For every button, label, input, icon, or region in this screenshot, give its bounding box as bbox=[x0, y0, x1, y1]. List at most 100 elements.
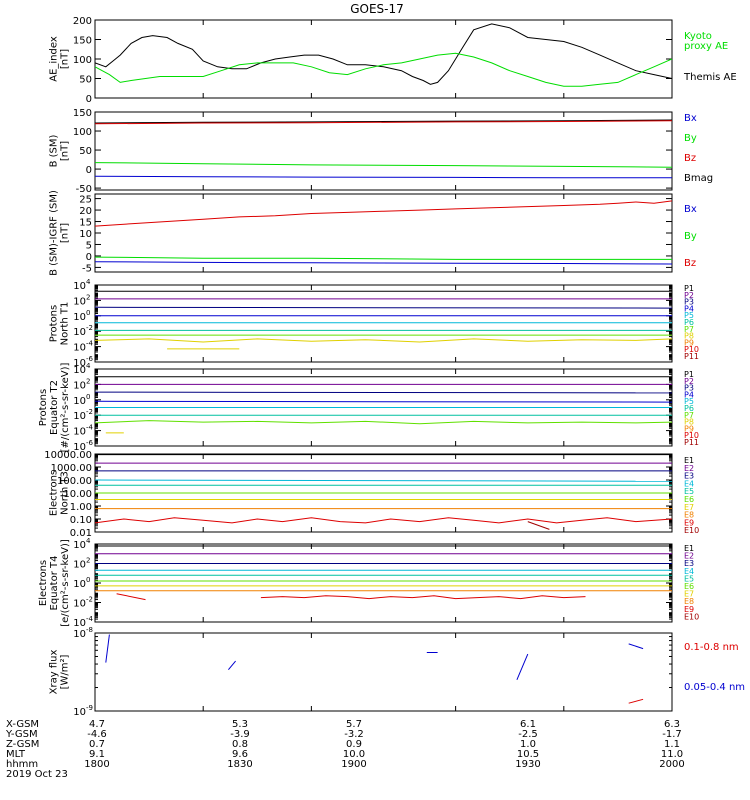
y-tick-label: 150 bbox=[73, 108, 92, 119]
series-line-0-05-0-4-nm bbox=[105, 634, 110, 663]
y-tick-label: 0 bbox=[86, 94, 92, 105]
x-row-value: -4.6 bbox=[87, 729, 107, 740]
y-tick-exponent: -2 bbox=[86, 324, 93, 332]
panel-b-sm: -50 0 50 100 150 B (SM) [nT] Bx By Bz Bmag bbox=[49, 108, 714, 195]
x-row-value: 2000 bbox=[659, 759, 684, 770]
y-tick-label: 10 bbox=[73, 343, 86, 354]
y-tick-label: 200 bbox=[73, 16, 92, 27]
y-axis-label-line: Protons bbox=[38, 389, 49, 426]
y-tick-label: -5 bbox=[82, 263, 92, 274]
legend-label: E9 bbox=[684, 605, 694, 614]
y-tick-exponent: 4 bbox=[86, 362, 91, 370]
x-row-label: Y-GSM bbox=[5, 729, 38, 740]
y-tick-label: 10 bbox=[73, 540, 86, 551]
x-row-value: 10.0 bbox=[343, 749, 365, 760]
y-axis-label: Protons Equator T2 [#/(cm²-s-sr-keV)] bbox=[38, 363, 71, 453]
y-axis-label-line: Protons bbox=[49, 305, 60, 342]
series-line-e10 bbox=[527, 521, 550, 530]
y-tick-exponent: 4 bbox=[86, 278, 91, 286]
y-tick-label: 10 bbox=[73, 411, 86, 422]
y-tick-label: 10 bbox=[73, 427, 86, 438]
y-axis-label-line: [nT] bbox=[60, 223, 71, 243]
y-axis-label-line: [nT] bbox=[60, 141, 71, 161]
series-line-p8 bbox=[95, 338, 672, 343]
panel-frame bbox=[94, 111, 673, 191]
y-tick-label: 50 bbox=[79, 146, 92, 157]
y-tick-label: 10 bbox=[73, 365, 86, 376]
legend-label: P4 bbox=[684, 304, 694, 313]
legend-label: E7 bbox=[684, 590, 694, 599]
legend-label: E6 bbox=[684, 495, 694, 504]
y-tick-label: 10 bbox=[73, 618, 86, 629]
x-row-value: 1900 bbox=[341, 759, 366, 770]
series-line-e10 bbox=[116, 593, 146, 601]
legend-label: P10 bbox=[684, 431, 699, 440]
y-tick-label: 0.01 bbox=[70, 528, 92, 539]
series-line-kyoto-proxy-ae bbox=[95, 52, 672, 87]
y-tick-exponent: 0 bbox=[86, 393, 90, 401]
series-group bbox=[95, 23, 672, 87]
y-tick-label: 10 bbox=[73, 281, 86, 292]
x-row-value: 1800 bbox=[84, 759, 109, 770]
y-tick-label: 10 bbox=[73, 396, 86, 407]
x-row-value: 1.1 bbox=[664, 739, 680, 750]
y-axis-label-line: B (SM)-IGRF (SM) bbox=[49, 190, 60, 276]
y-tick-label: 10 bbox=[73, 579, 86, 590]
legend-label: P7 bbox=[684, 325, 694, 334]
x-row-value: 1930 bbox=[515, 759, 540, 770]
legend-label: P11 bbox=[684, 438, 699, 447]
y-tick-label: 150 bbox=[73, 36, 92, 47]
legend-label: By bbox=[684, 231, 697, 242]
y-tick-exponent: -6 bbox=[86, 439, 94, 447]
series-group bbox=[105, 634, 644, 704]
legend-label: 0.1-0.8 nm bbox=[684, 642, 739, 653]
y-tick-exponent: 2 bbox=[86, 293, 90, 301]
y-tick-label: 10 bbox=[73, 380, 86, 391]
legend-label: Bx bbox=[684, 204, 697, 215]
legend-label: P8 bbox=[684, 332, 694, 341]
series-line-p3 bbox=[95, 306, 672, 309]
legend-label: P2 bbox=[684, 377, 694, 386]
legend-label: E5 bbox=[684, 487, 694, 496]
x-row-value: 9.6 bbox=[232, 749, 248, 760]
x-row-value: 9.1 bbox=[89, 749, 105, 760]
panel-frame bbox=[94, 543, 673, 623]
y-axis-label-line: North T3 bbox=[60, 471, 71, 515]
legend-label: E2 bbox=[684, 552, 694, 561]
x-row-label: Z-GSM bbox=[6, 739, 39, 750]
legend-label: proxy AE bbox=[684, 41, 728, 52]
series-line-bmag bbox=[95, 119, 672, 124]
legend-label: E7 bbox=[684, 503, 694, 512]
y-tick-label: 1.00 bbox=[70, 502, 92, 513]
y-tick-label: 100 bbox=[73, 127, 92, 138]
legend-label: E10 bbox=[684, 612, 699, 621]
x-row-value: 10.5 bbox=[517, 749, 539, 760]
x-row-label: X-GSM bbox=[6, 719, 39, 730]
x-row-value: 11.0 bbox=[661, 749, 683, 760]
y-tick-label: 10 bbox=[73, 296, 86, 307]
y-axis-label: AE_index [nT] bbox=[49, 36, 71, 82]
panel-frame bbox=[94, 632, 673, 712]
y-tick-label: 0 bbox=[86, 252, 92, 263]
y-axis-label-line: [W/m²] bbox=[60, 654, 71, 689]
legend-label: E4 bbox=[684, 479, 694, 488]
legend-label: P3 bbox=[684, 384, 694, 393]
legend-label: E5 bbox=[684, 574, 694, 583]
x-axis-annotation: X-GSM 4.7 5.3 5.7 6.1 6.3 Y-GSM -4.6 -3.9 -3.2 -2.… bbox=[5, 719, 685, 780]
y-tick-exponent: 0 bbox=[86, 576, 90, 584]
x-row-label: MLT bbox=[6, 749, 26, 760]
y-axis-label: Electrons North T3 bbox=[49, 470, 71, 516]
plot-title: GOES-17 bbox=[350, 2, 404, 16]
y-tick-label: 10 bbox=[73, 327, 86, 338]
legend-label: P3 bbox=[684, 298, 694, 307]
x-row-value: -2.5 bbox=[518, 729, 538, 740]
legend-label: E1 bbox=[684, 544, 694, 553]
y-tick-label: 10.00 bbox=[63, 489, 92, 500]
legend-label: Themis AE bbox=[683, 72, 737, 83]
y-tick-label: 10 bbox=[73, 707, 86, 718]
series-line-bx bbox=[95, 261, 672, 265]
